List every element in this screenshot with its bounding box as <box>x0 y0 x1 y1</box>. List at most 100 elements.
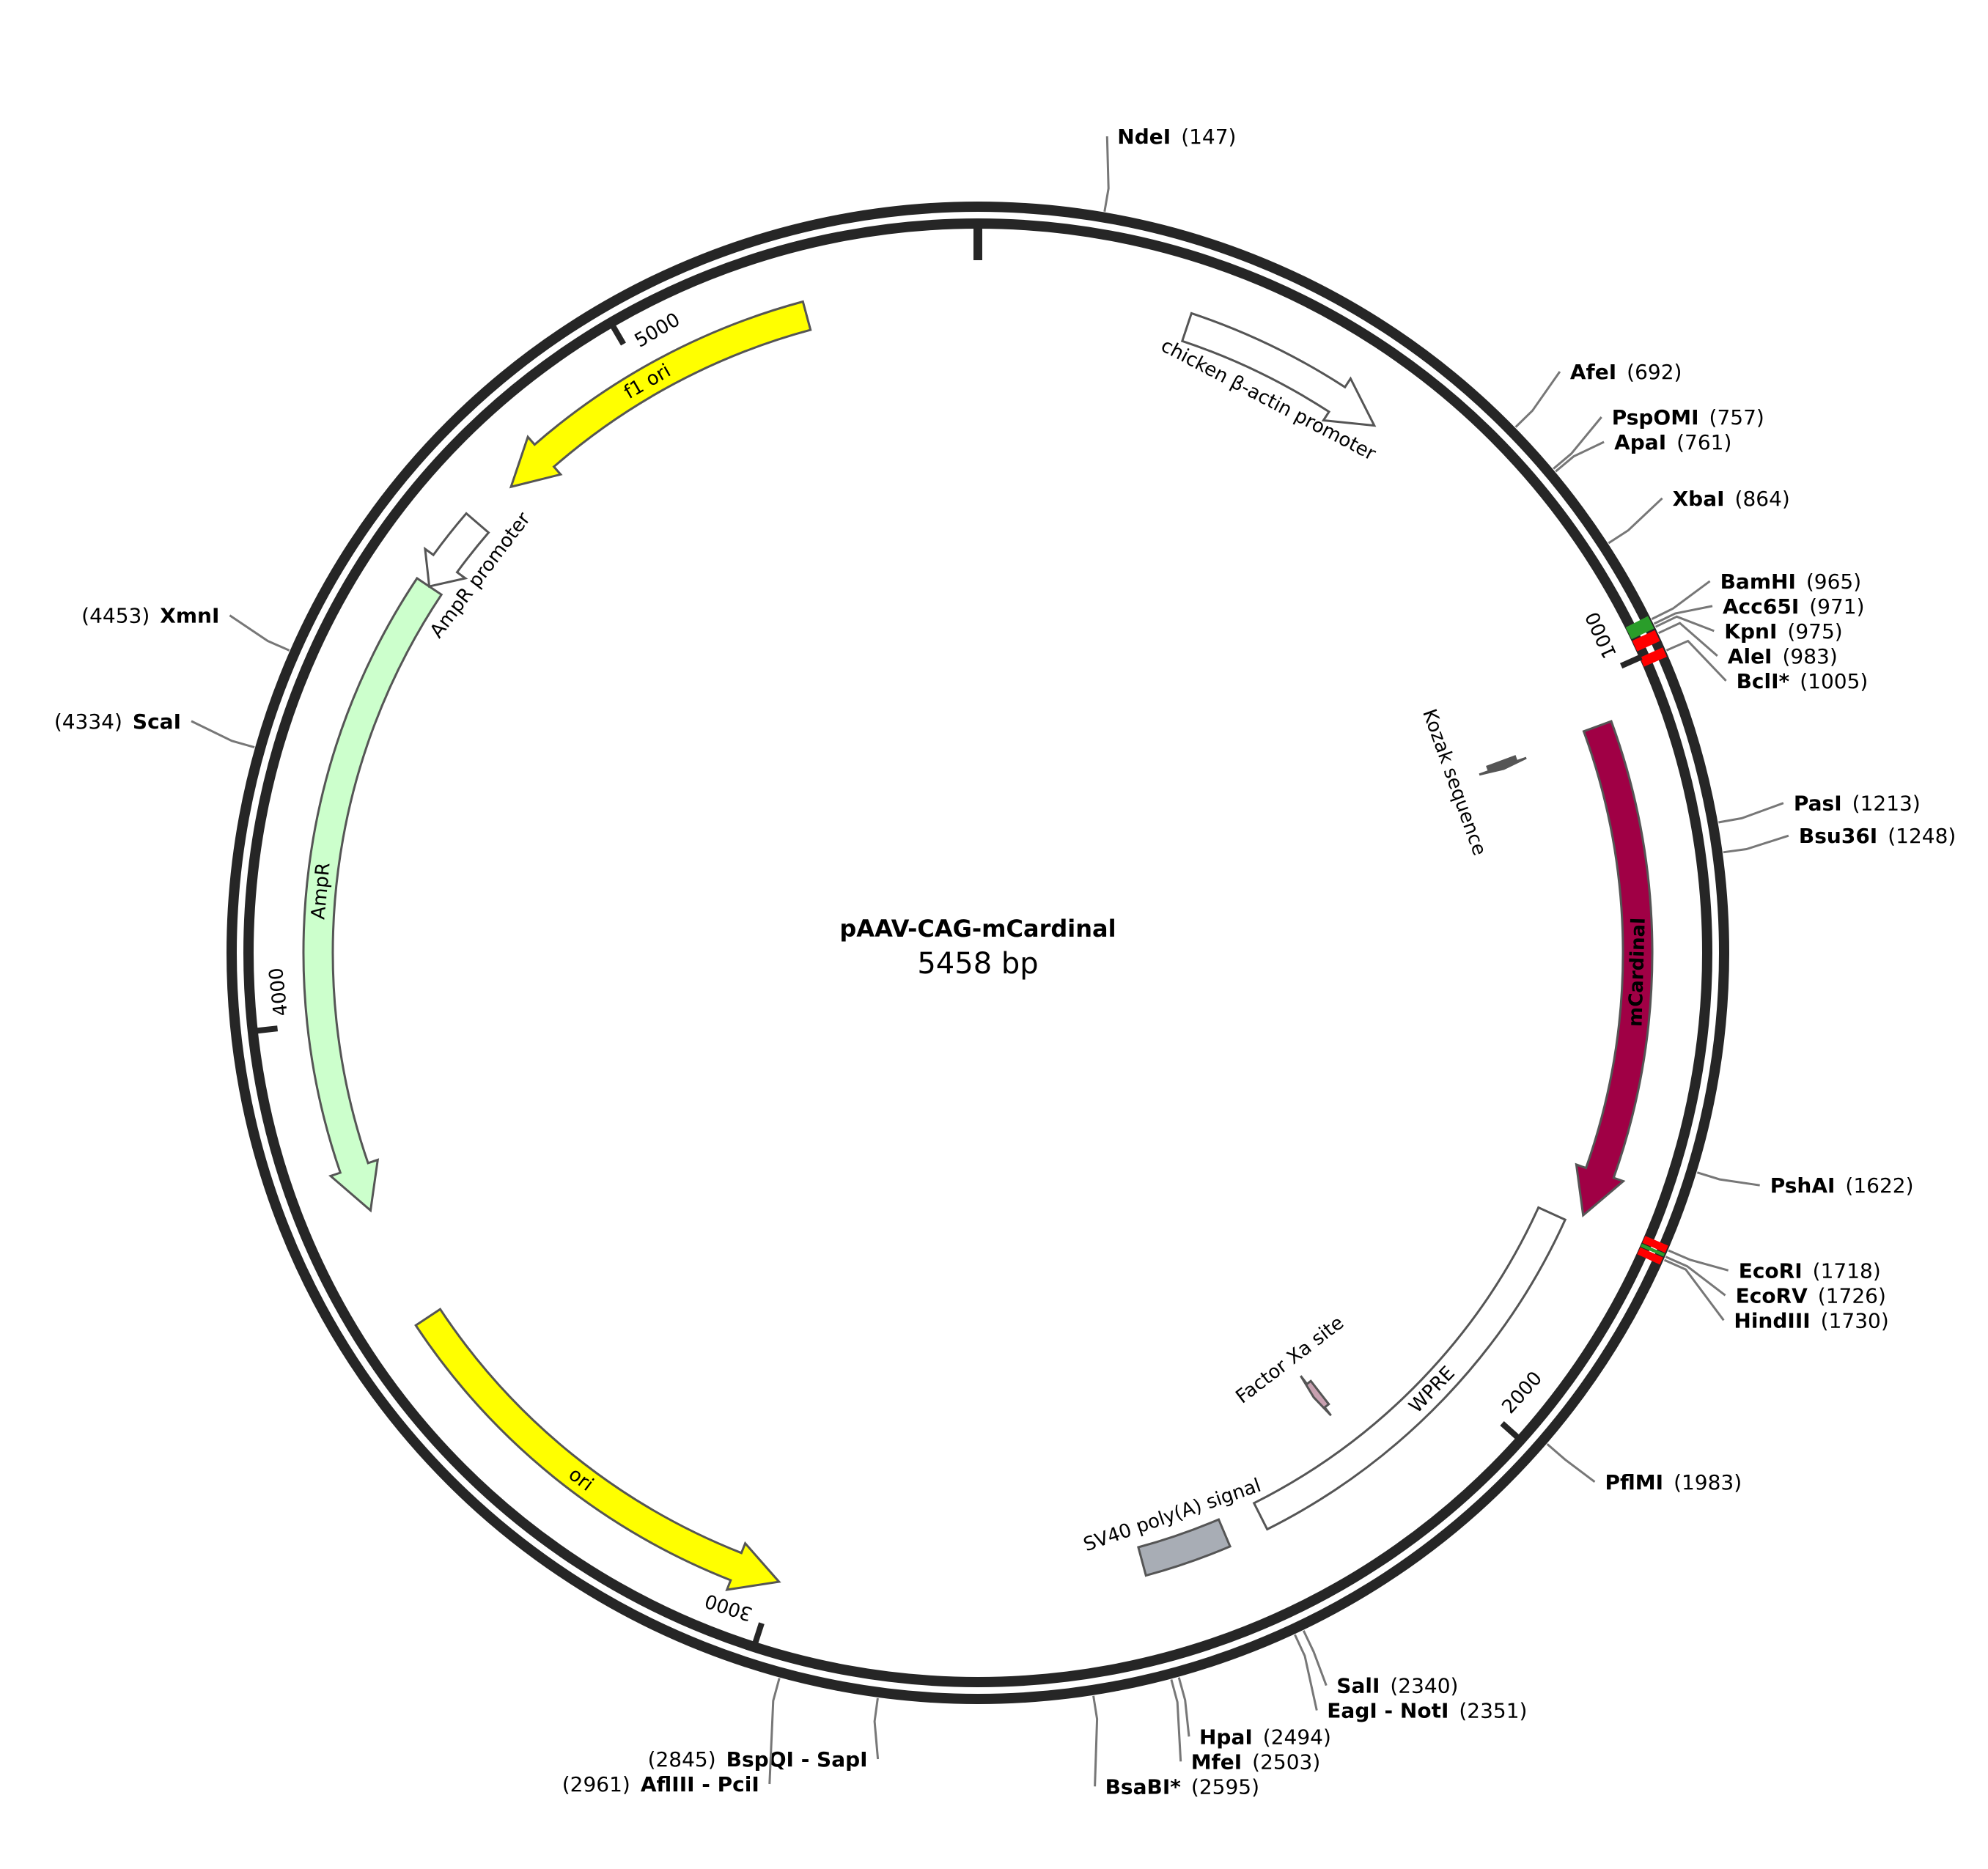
site-sali: SalI (2340) <box>1302 1630 1458 1698</box>
site-alei-name: AleI <box>1728 644 1772 668</box>
site-kpni-label: KpnI (975) <box>1724 619 1842 644</box>
site-afliii-pcii: (2961) AflIII - PciI <box>562 1678 781 1796</box>
site-bsu36i-position: (1248) <box>1888 824 1956 848</box>
site-mfei-name: MfeI <box>1191 1750 1242 1774</box>
site-ndei: NdeI (147) <box>1103 125 1236 212</box>
site-ecorv: EcoRV (1726) <box>1665 1256 1886 1308</box>
site-pflmi-label: PflMI (1983) <box>1605 1470 1742 1494</box>
feature-label-mcardinal: mCardinal <box>1624 917 1649 1027</box>
site-apai-leader <box>1555 440 1605 473</box>
feature-ampr-promoter <box>424 512 490 588</box>
site-acc65i-label: Acc65I (971) <box>1723 594 1865 619</box>
site-afei-name: AfeI <box>1570 360 1616 384</box>
site-bsu36i-label: Bsu36I (1248) <box>1799 824 1956 848</box>
site-hpai-position: (2494) <box>1263 1725 1331 1749</box>
feature-f1-ori <box>509 300 812 489</box>
site-apai: ApaI (761) <box>1555 430 1731 473</box>
site-xmni: (4453) XmnI <box>81 604 290 652</box>
plasmid-length: 5458 bp <box>917 947 1038 981</box>
site-sali-name: SalI <box>1336 1674 1380 1698</box>
plasmid-center-label: pAAV-CAG-mCardinal 5458 bp <box>839 915 1116 981</box>
site-acc65i-name: Acc65I <box>1723 594 1799 619</box>
site-ndei-label: NdeI (147) <box>1117 125 1236 149</box>
feature-chicken-actin-promoter <box>1180 312 1377 427</box>
site-pasi-position: (1213) <box>1852 792 1921 816</box>
site-xbai-leader <box>1608 497 1663 545</box>
site-pflmi-name: PflMI <box>1605 1470 1664 1494</box>
site-apai-name: ApaI <box>1614 430 1666 454</box>
site-pasi-leader <box>1718 802 1784 824</box>
site-scai-position: (4334) <box>54 709 122 734</box>
site-highlight-mark <box>1642 1236 1668 1253</box>
site-hpai-label: HpaI (2494) <box>1199 1725 1331 1749</box>
site-xmni-position: (4453) <box>81 604 150 628</box>
site-bcli-name: BclI* <box>1737 669 1790 693</box>
plasmid-name: pAAV-CAG-mCardinal <box>839 915 1116 943</box>
site-bsu36i-name: Bsu36I <box>1799 824 1877 848</box>
restriction-sites: NdeI (147) AfeI (692) PspOMI (757) ApaI (761) Xb… <box>54 125 1956 1799</box>
site-apai-label: ApaI (761) <box>1614 430 1731 454</box>
site-highlights <box>1625 616 1668 1265</box>
site-pshai: PshAI (1622) <box>1696 1171 1914 1198</box>
feature-sv40-poly-a-signal <box>1137 1518 1232 1577</box>
tick-4000 <box>255 1025 279 1034</box>
site-highlight-mark <box>1632 630 1660 652</box>
site-bsu36i-leader <box>1723 834 1789 854</box>
site-bamhi-leader <box>1651 580 1711 620</box>
site-scai-leader <box>191 720 255 749</box>
site-hindiii-leader <box>1663 1258 1725 1321</box>
feature-wpre <box>1252 1206 1567 1531</box>
feature-mcardinal <box>1575 720 1654 1218</box>
site-bsabi-label: BsaBI* (2595) <box>1105 1774 1259 1799</box>
tick-label-4000: 4000 <box>265 967 292 1017</box>
backbone-outer-ring <box>227 202 1729 1704</box>
feature-label-factor-xa-site: Factor Xa site <box>1232 1312 1349 1408</box>
site-xmni-leader <box>229 614 290 652</box>
site-xmni-label: (4453) XmnI <box>81 604 219 628</box>
site-bspqi-sapi-position: (2845) <box>648 1747 716 1772</box>
site-mfei-leader <box>1170 1679 1182 1762</box>
site-pspomi: PspOMI (757) <box>1553 405 1764 470</box>
site-bcli: BclI* (1005) <box>1665 639 1868 693</box>
site-bamhi-label: BamHI (965) <box>1720 569 1862 594</box>
site-hindiii-label: HindIII (1730) <box>1734 1308 1888 1332</box>
feature-ori <box>414 1308 781 1591</box>
site-highlight-mark <box>1625 616 1654 640</box>
site-scai: (4334) ScaI <box>54 709 255 749</box>
site-hindiii: HindIII (1730) <box>1663 1258 1889 1332</box>
site-afliii-pcii-position: (2961) <box>562 1772 630 1796</box>
feature-label-kozak-sequence: Kozak sequence <box>1418 707 1490 859</box>
site-scai-name: ScaI <box>133 709 181 734</box>
site-bsabi-leader <box>1092 1695 1099 1787</box>
site-hpai-leader <box>1177 1677 1190 1737</box>
site-pflmi: PflMI (1983) <box>1546 1443 1742 1494</box>
site-ecorv-leader <box>1665 1256 1726 1297</box>
site-highlight-mark <box>1641 1243 1665 1257</box>
site-bamhi-name: BamHI <box>1720 569 1796 594</box>
site-bsabi: BsaBI* (2595) <box>1092 1695 1259 1799</box>
site-xbai-label: XbaI (864) <box>1673 487 1790 511</box>
site-alei-leader <box>1657 622 1718 657</box>
site-hpai-name: HpaI <box>1199 1725 1253 1749</box>
site-bcli-position: (1005) <box>1800 669 1868 693</box>
site-pasi-label: PasI (1213) <box>1794 792 1921 816</box>
site-eagi-noti-position: (2351) <box>1459 1699 1527 1723</box>
tick-label-5000: 5000 <box>631 309 684 352</box>
site-ndei-name: NdeI <box>1117 125 1171 149</box>
site-xbai-name: XbaI <box>1673 487 1725 511</box>
site-alei: AleI (983) <box>1657 622 1838 668</box>
site-mfei-label: MfeI (2503) <box>1191 1750 1321 1774</box>
site-bamhi: BamHI (965) <box>1651 569 1862 620</box>
site-acc65i: Acc65I (971) <box>1653 594 1865 625</box>
site-pspomi-name: PspOMI <box>1612 405 1699 430</box>
site-sali-label: SalI (2340) <box>1336 1674 1458 1698</box>
site-eagi-noti: EagI - NotI (2351) <box>1294 1634 1527 1723</box>
site-afei-position: (692) <box>1627 360 1682 384</box>
site-bspqi-sapi: (2845) BspQI - SapI <box>648 1697 880 1772</box>
site-hindiii-name: HindIII <box>1734 1308 1810 1332</box>
site-afei-leader <box>1514 371 1561 428</box>
site-bspqi-sapi-name: BspQI - SapI <box>726 1747 868 1772</box>
feature-factor-xa-site <box>1300 1375 1332 1417</box>
